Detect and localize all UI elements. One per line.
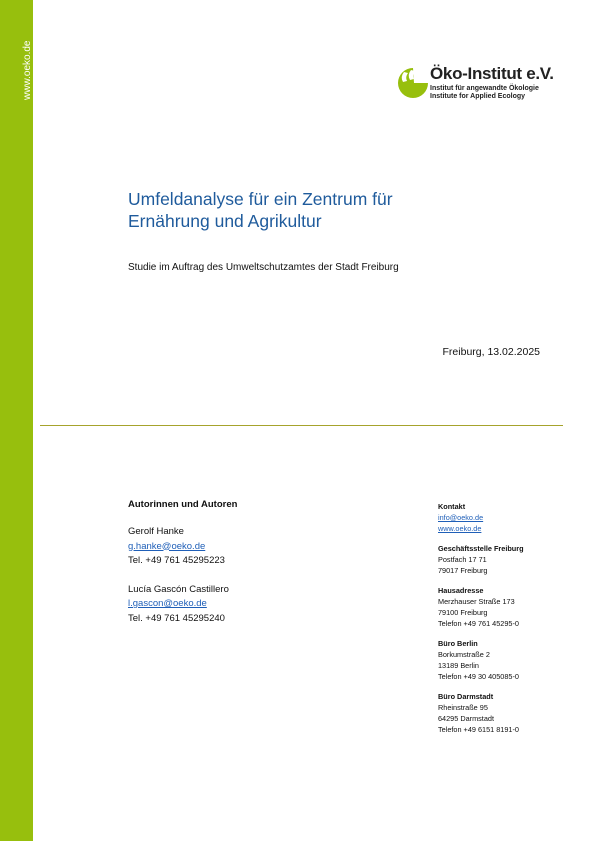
logo-icon [398,68,428,98]
contact-heading: Geschäftsstelle Freiburg [438,544,524,553]
title-line: Umfeldanalyse für ein Zentrum für [128,189,393,209]
contact-section: Büro Darmstadt Rheinstraße 95 64295 Darmst… [438,691,524,735]
sidebar [0,0,33,841]
contact-line: 13189 Berlin [438,661,479,670]
email-link[interactable]: g.hanke@oeko.de [128,540,206,552]
contact-section: Büro Berlin Borkumstraße 2 13189 Berlin Tel… [438,638,524,682]
contact-section: Geschäftsstelle Freiburg Postfach 17 71 79… [438,543,524,576]
logo-tagline: Institut für angewandte Ökologie [430,85,539,92]
contact-line: 64295 Darmstadt [438,714,494,723]
contact-link[interactable]: info@oeko.de [438,513,484,522]
contact-line: Postfach 17 71 [438,555,487,564]
contact-line: 79100 Freiburg [438,608,488,617]
contact-heading: Büro Darmstadt [438,692,494,701]
author: Gerolf Hanke g.hanke@oeko.de Tel. +49 761 … [128,525,237,569]
contact-line: Rheinstraße 95 [438,703,488,712]
author-email: l.gascon@oeko.de [128,597,237,612]
divider [40,425,563,426]
contact: Kontakt info@oeko.de www.oeko.de Geschäftss… [438,501,524,744]
contact-line: 79017 Freiburg [438,566,488,575]
contact-section: Hausadresse Merzhauser Straße 173 79100 Fr… [438,585,524,629]
contact-heading: Kontakt [438,502,466,511]
author-email: g.hanke@oeko.de [128,540,237,555]
date: Freiburg, 13.02.2025 [442,346,540,358]
contact-line: Merzhauser Straße 173 [438,597,515,606]
contact-link[interactable]: www.oeko.de [438,524,482,533]
author: Lucía Gascón Castillero l.gascon@oeko.de T… [128,583,237,627]
contact-heading: Büro Berlin [438,639,478,648]
author-phone: Tel. +49 761 45295223 [128,555,225,566]
contact-line: Telefon +49 761 45295-0 [438,619,519,628]
author-phone: Tel. +49 761 45295240 [128,612,225,624]
title-line: Ernährung und Agrikultur [128,211,322,231]
logo-tagline: Institute for Applied Ecology [430,93,526,100]
contact-heading: Hausadresse [438,586,484,595]
contact-section: Kontakt info@oeko.de www.oeko.de [438,501,524,534]
email-link[interactable]: l.gascon@oeko.de [128,598,207,609]
author-name: Gerolf Hanke [128,526,184,537]
contact-line: Telefon +49 6151 8191-0 [438,725,519,734]
authors-heading: Autorinnen und Autoren [128,499,238,510]
sidebar-url: www.oeko.de [22,40,33,100]
contact-line: Telefon +49 30 405085-0 [438,672,519,681]
author-name: Lucía Gascón Castillero [128,583,229,595]
contact-link-row: www.oeko.de [438,523,524,534]
subtitle: Studie im Auftrag des Umweltschutzamtes … [128,262,399,273]
contact-line: Borkumstraße 2 [438,650,490,659]
contact-link-row: info@oeko.de [438,512,524,523]
authors: Autorinnen und Autoren Gerolf Hanke g.han… [128,499,237,640]
logo-name: Öko-Institut e.V. [430,64,554,83]
